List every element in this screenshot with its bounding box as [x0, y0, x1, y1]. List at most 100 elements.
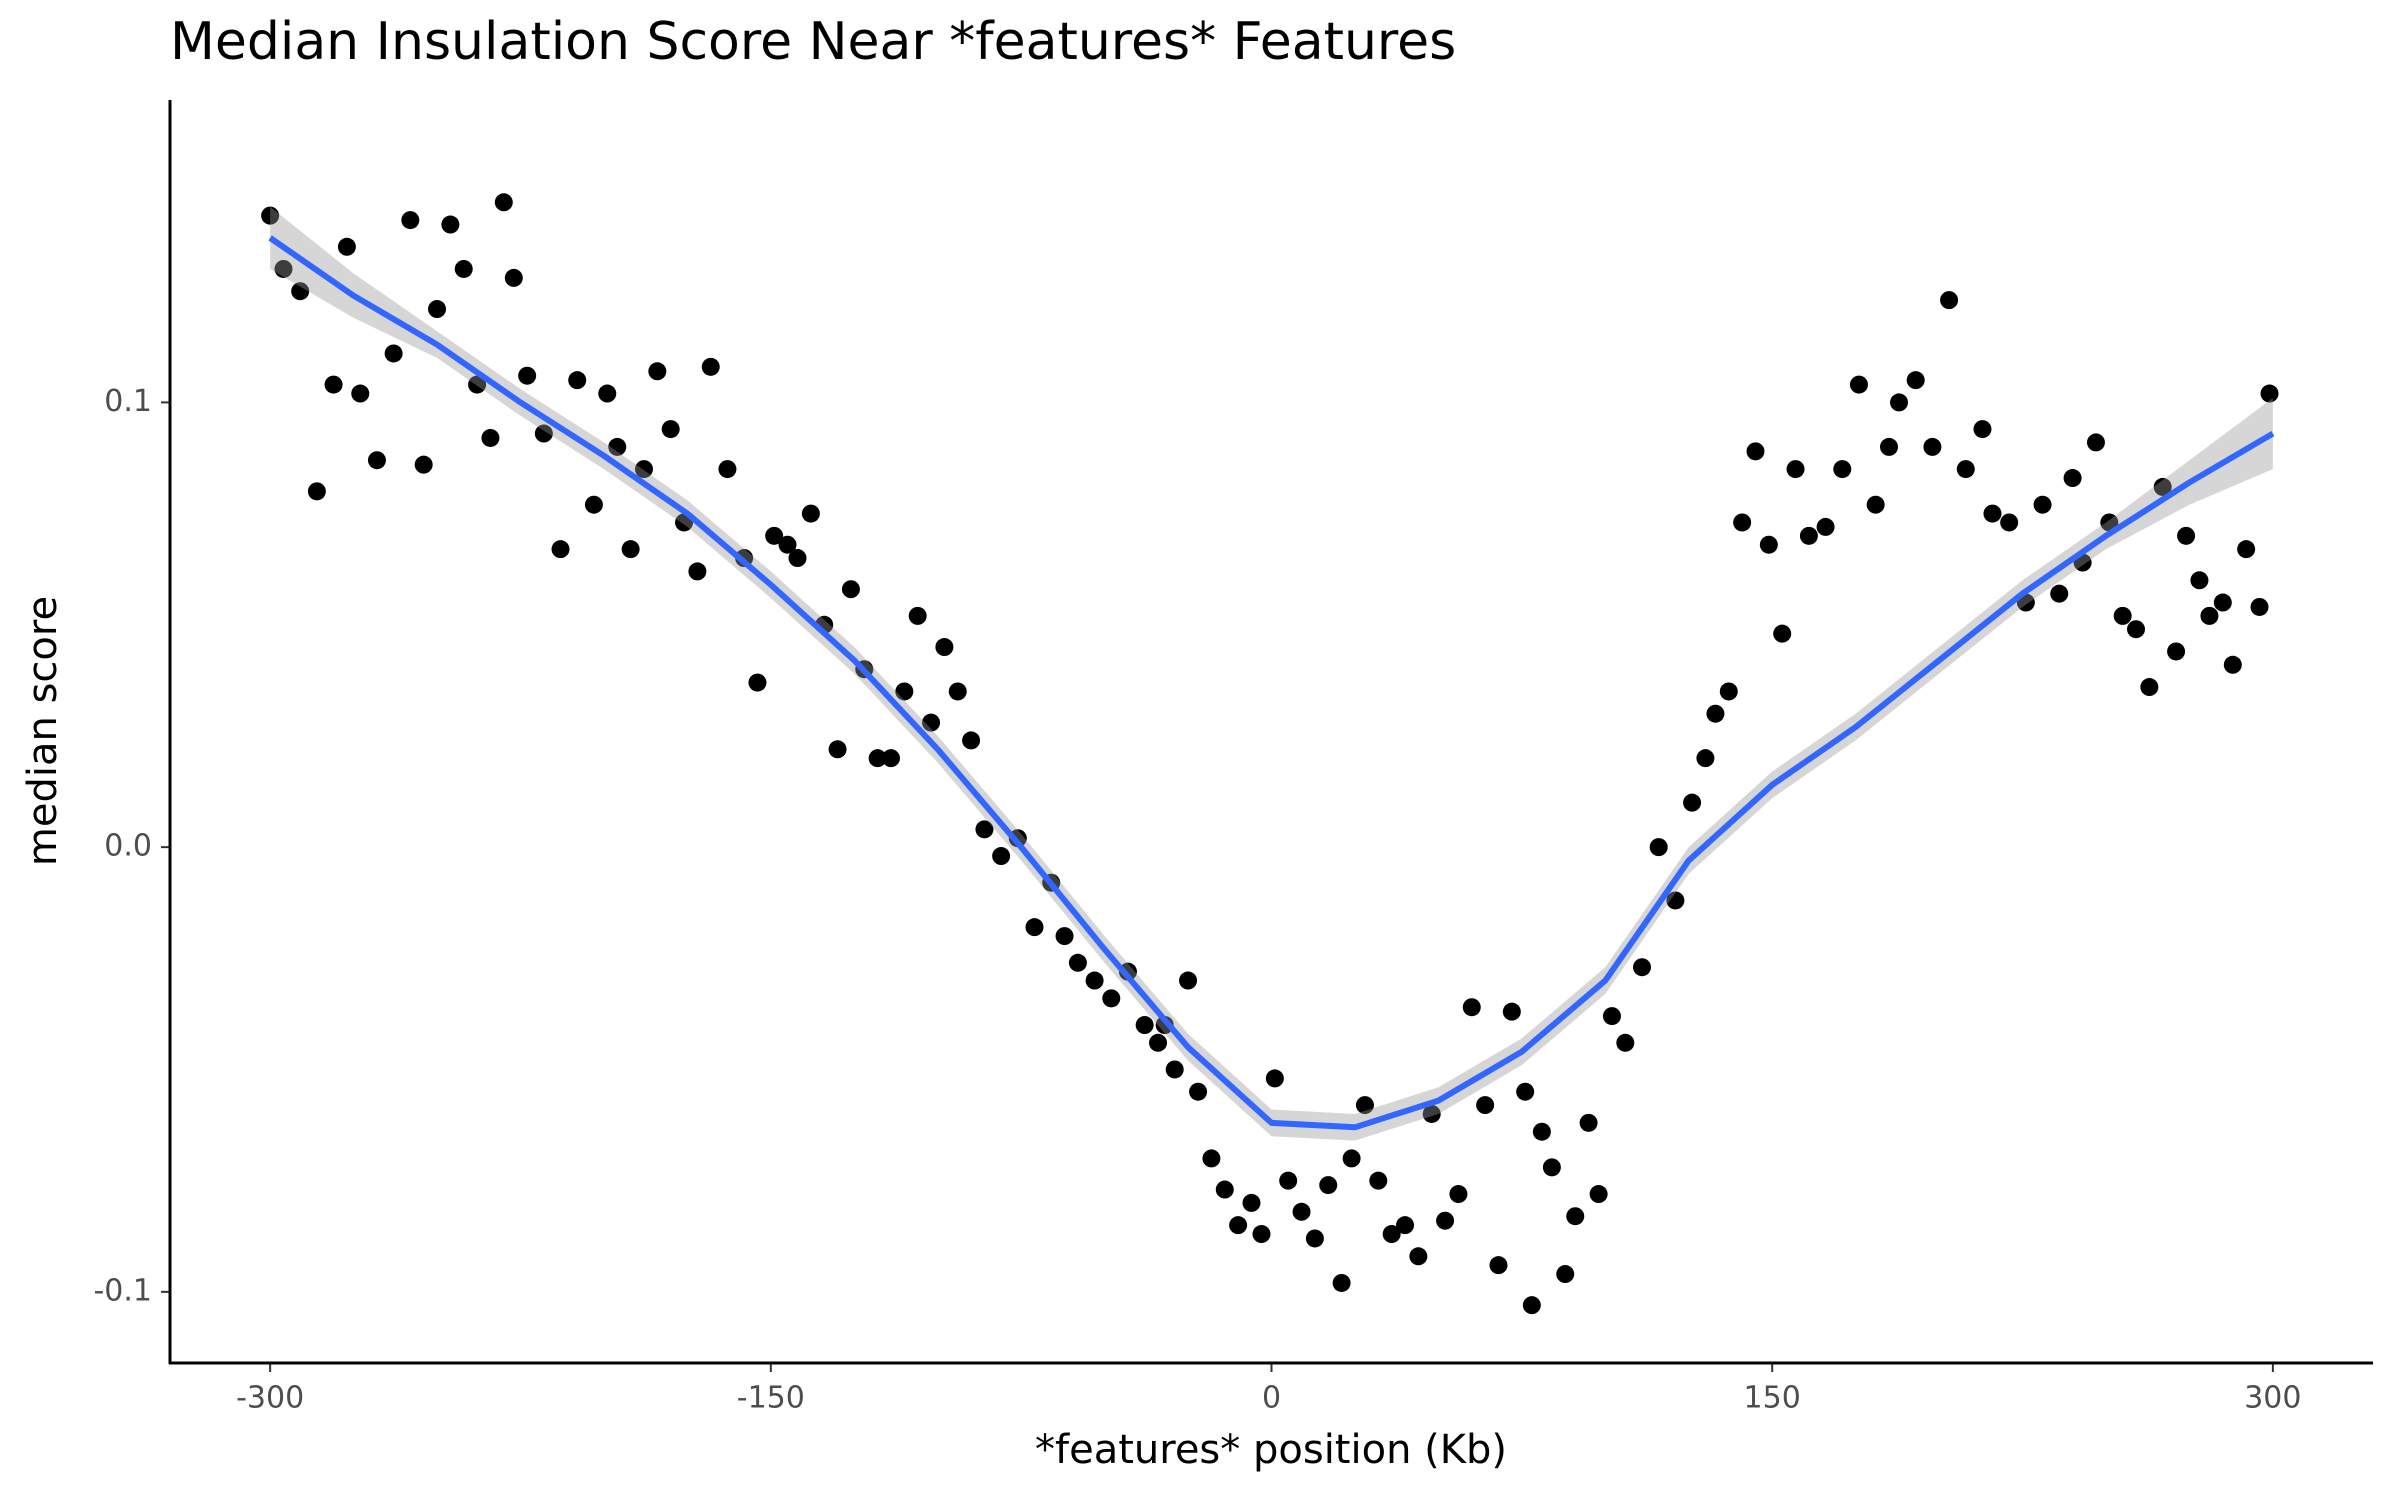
x-tick-label: 300 [2244, 1381, 2301, 1416]
point [1746, 442, 1765, 461]
point [1382, 1225, 1401, 1244]
point [2237, 540, 2256, 559]
point [337, 237, 356, 256]
point [2100, 513, 2119, 532]
point [1476, 1096, 1495, 1115]
point [481, 428, 500, 447]
point [1522, 1296, 1541, 1315]
y-tick-label: 0.1 [104, 384, 152, 419]
point [454, 259, 473, 278]
point [2223, 655, 2242, 674]
point [518, 366, 537, 385]
point [414, 455, 433, 474]
point [1666, 891, 1685, 910]
point [2140, 678, 2159, 697]
point [1149, 1033, 1168, 1052]
point [661, 420, 680, 439]
point [1165, 1060, 1184, 1079]
point [1940, 291, 1959, 310]
point [1880, 437, 1899, 456]
point [1816, 517, 1835, 536]
point [881, 749, 900, 768]
point [307, 482, 326, 501]
point [1332, 1273, 1351, 1292]
point [1462, 998, 1481, 1017]
point [1733, 513, 1752, 532]
point [992, 847, 1011, 866]
point [1719, 682, 1738, 701]
point [1683, 793, 1702, 812]
point [2167, 642, 2186, 661]
point [2063, 469, 2082, 488]
point [1135, 1016, 1154, 1035]
point [1706, 704, 1725, 723]
point [1799, 526, 1818, 545]
point [2190, 571, 2209, 590]
point [1215, 1180, 1234, 1199]
point [922, 713, 941, 732]
point [2260, 384, 2279, 403]
point [1422, 1104, 1441, 1123]
point [1449, 1185, 1468, 1204]
point [1579, 1113, 1598, 1132]
point [1516, 1082, 1535, 1101]
point [261, 206, 280, 225]
point [1409, 1247, 1428, 1266]
point [2200, 606, 2219, 625]
point [568, 371, 587, 390]
point [1649, 838, 1668, 857]
point [351, 384, 370, 403]
x-tick-label: 0 [1262, 1381, 1281, 1416]
point [1265, 1069, 1284, 1088]
point [1502, 1002, 1521, 1021]
point [1025, 918, 1044, 937]
point [1279, 1171, 1298, 1190]
point [534, 424, 553, 443]
point [1436, 1211, 1455, 1230]
point [975, 820, 994, 839]
point [367, 451, 386, 470]
point [688, 562, 707, 581]
point [1179, 971, 1198, 990]
point [1833, 460, 1852, 479]
point [2000, 513, 2019, 532]
point [2153, 477, 2172, 496]
point [2033, 495, 2052, 514]
y-axis-label: median score [20, 596, 66, 866]
point [504, 268, 523, 287]
point [895, 682, 914, 701]
point [788, 549, 807, 568]
point [2250, 597, 2269, 616]
point [1252, 1225, 1271, 1244]
point [1532, 1122, 1551, 1141]
point [748, 673, 767, 692]
point [1773, 624, 1792, 643]
point [908, 606, 927, 625]
point [291, 282, 310, 301]
point [598, 384, 617, 403]
point [1355, 1096, 1374, 1115]
point [384, 344, 403, 363]
point [948, 682, 967, 701]
point [1759, 535, 1778, 554]
point [1589, 1185, 1608, 1204]
point [1292, 1202, 1311, 1221]
point [1956, 460, 1975, 479]
point [551, 540, 570, 559]
x-axis-label: *features* position (Kb) [1035, 1427, 1507, 1473]
point [274, 259, 293, 278]
y-tick-label: 0.0 [104, 829, 152, 864]
point [1602, 1007, 1621, 1026]
point [1202, 1149, 1221, 1168]
point [2050, 584, 2069, 603]
point [935, 638, 954, 657]
point [494, 193, 513, 212]
point [1696, 749, 1715, 768]
smooth-line [268, 235, 2275, 1131]
point [2113, 606, 2132, 625]
point [1242, 1193, 1261, 1212]
point [608, 437, 627, 456]
point [1055, 927, 1074, 946]
point [584, 495, 603, 514]
point [1849, 375, 1868, 394]
